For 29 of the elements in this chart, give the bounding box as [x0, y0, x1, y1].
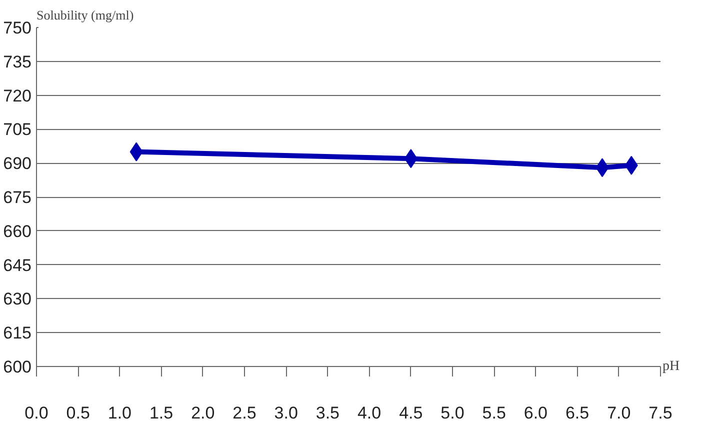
x-tick-label: 5.5: [482, 404, 506, 421]
y-tick-label: 630: [3, 290, 32, 309]
x-tick-label: 7.0: [607, 404, 631, 421]
x-tick-label: 7.5: [648, 404, 672, 421]
y-tick-label: 615: [3, 324, 32, 343]
x-tick-label: 2.0: [191, 404, 215, 421]
y-tick-label: 675: [3, 188, 32, 207]
y-tick-label: 645: [3, 256, 32, 275]
x-tick-label: 0.0: [24, 404, 48, 421]
y-tick-label: 705: [3, 120, 32, 140]
x-tick-label: 6.5: [565, 404, 590, 421]
x-tick-label: 4.0: [357, 404, 382, 421]
y-tick-label: 660: [3, 222, 32, 241]
x-tick-label: 5.0: [440, 404, 464, 421]
x-axis-title: pH: [662, 359, 680, 374]
x-tick-label: 0.5: [66, 404, 90, 421]
x-tick-label: 2.5: [232, 404, 256, 421]
y-tick-label: 735: [3, 52, 32, 72]
y-tick-label: 690: [3, 154, 32, 174]
x-tick-label: 1.5: [149, 404, 174, 421]
x-tick-label: 3.0: [274, 404, 298, 421]
x-tick-label: 1.0: [108, 404, 132, 421]
x-tick-label: 6.0: [524, 404, 548, 421]
y-tick-label: 600: [3, 358, 32, 376]
y-tick-label: 720: [3, 86, 32, 106]
y-tick-label: 750: [3, 18, 32, 38]
x-tick-label: 3.5: [316, 404, 340, 421]
y-axis-title: Solubility (mg/ml): [36, 8, 134, 22]
x-tick-label: 4.5: [399, 404, 423, 421]
